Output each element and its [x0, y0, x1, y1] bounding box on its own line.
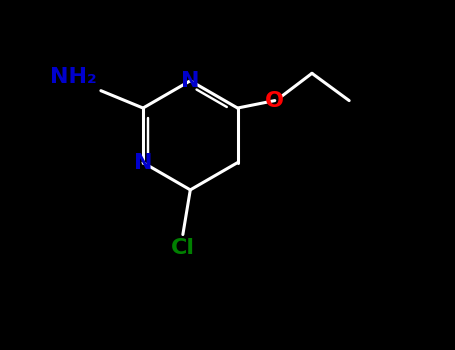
Text: N: N — [134, 153, 152, 173]
Text: NH₂: NH₂ — [50, 67, 97, 87]
Text: O: O — [265, 91, 284, 111]
Text: Cl: Cl — [171, 238, 195, 259]
Text: N: N — [181, 71, 200, 91]
